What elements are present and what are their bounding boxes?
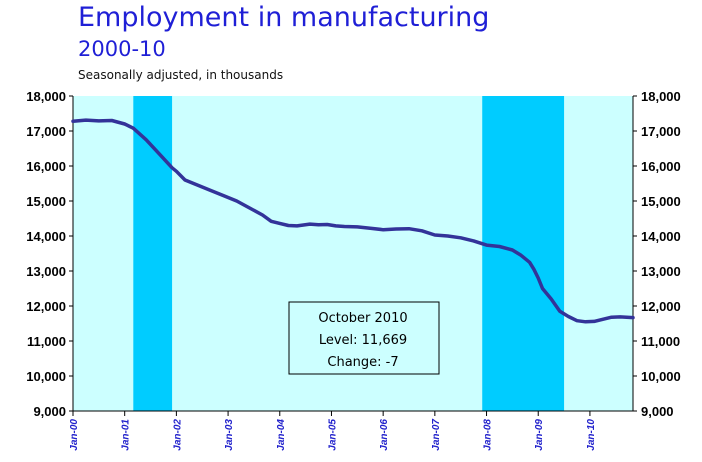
annotation-level: Level: 11,669 (319, 333, 407, 348)
y-tick-label-left: 14,000 (26, 229, 66, 244)
y-tick-label-right: 11,000 (641, 334, 680, 349)
chart-subtitle: 2000-10 (78, 37, 166, 61)
y-tick-label-right: 12,000 (641, 299, 681, 314)
y-tick-label-left: 15,000 (26, 194, 66, 209)
y-tick-label-right: 17,000 (641, 124, 681, 139)
y-tick-label-right: 14,000 (641, 229, 681, 244)
y-tick-label-left: 18,000 (26, 89, 66, 104)
y-tick-label-left: 9,000 (33, 404, 66, 419)
x-tick-label: Jan-10 (586, 419, 597, 451)
x-tick-label: Jan-09 (534, 419, 545, 451)
units-note: Seasonally adjusted, in thousands (78, 68, 284, 82)
x-tick-label: Jan-02 (172, 419, 183, 451)
right-y-axis-labels: 9,000 10,000 11,000 12,000 13,000 14,000 15,00… (641, 89, 681, 419)
annotation-change: Change: -7 (327, 355, 398, 370)
x-tick-label: Jan-00 (69, 419, 80, 451)
y-tick-label-right: 16,000 (641, 159, 681, 174)
series-group (71, 118, 635, 324)
x-tick-label: Jan-04 (276, 419, 287, 451)
annotation-box: October 2010 Level: 11,669 Change: -7 (288, 301, 440, 375)
x-tick-label: Jan-07 (431, 419, 442, 451)
recession-bands (133, 96, 565, 411)
y-tick-label-right: 10,000 (641, 369, 681, 384)
y-tick-label-right: 15,000 (641, 194, 681, 209)
y-tick-label-left: 16,000 (26, 159, 66, 174)
chart-title: Employment in manufacturing (78, 2, 490, 33)
x-tick-label: Jan-05 (327, 419, 338, 451)
x-tick-label: Jan-08 (483, 419, 494, 451)
x-tick-label: Jan-03 (224, 419, 235, 451)
x-tick-label: Jan-01 (121, 419, 132, 451)
y-tick-label-left: 12,000 (26, 299, 66, 314)
y-tick-label-left: 11,000 (27, 334, 66, 349)
axes (69, 95, 637, 416)
annotation-date: October 2010 (318, 311, 407, 326)
left-y-axis-labels: 9,000 10,000 11,000 12,000 13,000 14,000 15,00… (26, 89, 66, 419)
series-line-1 (71, 118, 635, 324)
y-tick-label-left: 10,000 (26, 369, 66, 384)
annotation-frame (288, 301, 440, 375)
recession-band-2 (482, 96, 565, 411)
y-tick-label-right: 18,000 (641, 89, 681, 104)
x-tick-label: Jan-06 (379, 419, 390, 451)
y-tick-label-right: 9,000 (641, 404, 674, 419)
x-axis-labels: Jan-00 Jan-01 Jan-02 Jan-03 Jan-04 Jan-05 Jan-… (69, 419, 597, 451)
recession-band-1 (133, 96, 173, 411)
y-tick-label-right: 13,000 (641, 264, 681, 279)
y-tick-label-left: 17,000 (26, 124, 66, 139)
y-tick-label-left: 13,000 (26, 264, 66, 279)
